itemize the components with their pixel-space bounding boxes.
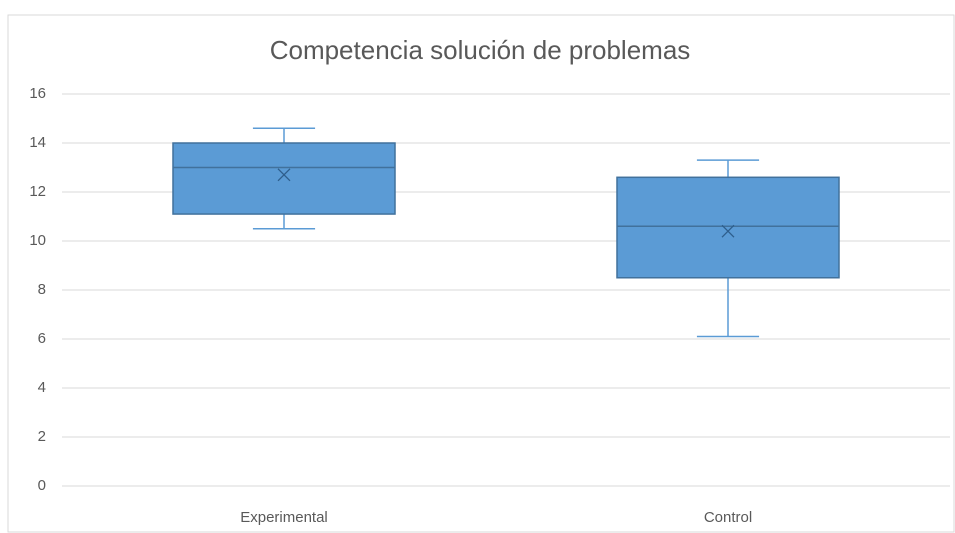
y-tick-label: 2 bbox=[38, 428, 46, 445]
y-tick-label: 4 bbox=[38, 379, 46, 396]
y-tick-label: 14 bbox=[29, 134, 46, 151]
mean-marker bbox=[277, 168, 291, 182]
y-tick-label: 16 bbox=[29, 85, 46, 102]
x-tick-label: Experimental bbox=[240, 509, 328, 526]
y-tick-label: 8 bbox=[38, 281, 46, 298]
y-tick-label: 0 bbox=[38, 477, 46, 494]
x-tick-label: Control bbox=[704, 509, 752, 526]
y-tick-label: 10 bbox=[29, 232, 46, 249]
y-tick-label: 12 bbox=[29, 183, 46, 200]
box bbox=[616, 176, 840, 279]
box bbox=[172, 142, 396, 215]
mean-marker bbox=[721, 224, 735, 238]
chart-title: Competencia solución de problemas bbox=[270, 35, 691, 65]
y-tick-label: 6 bbox=[38, 330, 46, 347]
